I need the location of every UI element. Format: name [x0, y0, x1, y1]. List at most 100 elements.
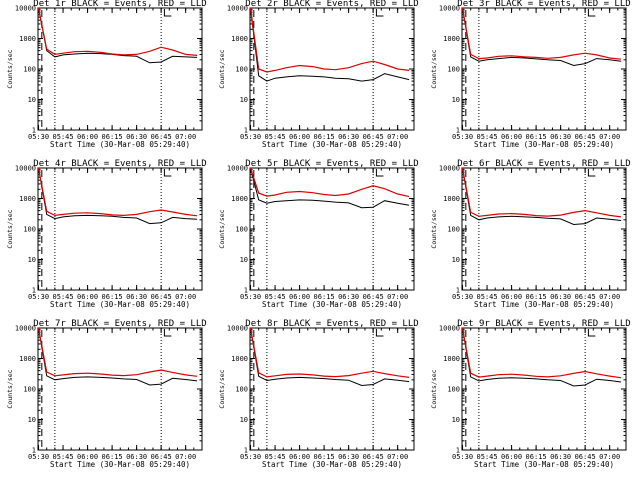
chart-panel-4: Det 4r BLACK = Events, RED = LLD 1 10 100 10… [6, 159, 207, 309]
x-tick-label: 06:15 [526, 453, 547, 461]
y-tick-label: 1000 [19, 195, 36, 203]
y-tick-label: 1 [244, 287, 248, 295]
y-tick-label: 100 [235, 386, 248, 394]
x-tick-label: 05:30 [240, 133, 261, 141]
x-tick-label: 06:45 [151, 133, 172, 141]
x-tick-label: 06:45 [575, 133, 596, 141]
chart-panel-7: Det 7r BLACK = Events, RED = LLD 1 10 100 10… [6, 319, 207, 469]
x-tick-label: 06:45 [363, 453, 384, 461]
x-tick-label: 06:30 [338, 453, 359, 461]
chart-panel-9: Det 9r BLACK = Events, RED = LLD 1 10 100 10… [430, 319, 631, 469]
chart-title: Det 8r BLACK = Events, RED = LLD [245, 319, 418, 329]
y-tick-label: 1000 [443, 195, 460, 203]
x-tick-label: 05:45 [53, 133, 74, 141]
events-series-line [38, 167, 198, 225]
saa-bracket-mark [163, 329, 172, 337]
x-tick-label: 06:45 [363, 293, 384, 301]
x-tick-label: 05:30 [452, 133, 473, 141]
chart-panel-1: Det 1r BLACK = Events, RED = LLD 1 10 100 10… [6, 0, 207, 149]
y-tick-label: 1000 [443, 35, 460, 43]
x-tick-label: 06:30 [126, 133, 147, 141]
y-tick-label: 1 [244, 447, 248, 455]
y-tick-label: 10 [452, 256, 460, 264]
y-tick-label: 10000 [227, 5, 248, 13]
x-tick-label: 06:00 [77, 453, 98, 461]
y-tick-label: 100 [23, 226, 36, 234]
x-tick-label: 05:30 [452, 453, 473, 461]
chart-title: Det 2r BLACK = Events, RED = LLD [245, 0, 418, 9]
x-tick-label: 05:45 [265, 293, 286, 301]
x-tick-label: 07:00 [175, 293, 196, 301]
plot-frame [461, 7, 627, 131]
y-tick-label: 1000 [231, 195, 248, 203]
x-tick-label: 06:15 [314, 293, 335, 301]
x-tick-label: 06:30 [126, 453, 147, 461]
y-tick-label: 10 [28, 256, 36, 264]
x-tick-label: 05:45 [265, 453, 286, 461]
x-tick-label: 06:45 [575, 293, 596, 301]
x-tick-label: 07:00 [175, 133, 196, 141]
y-tick-label: 10 [452, 96, 460, 104]
lld-series-line [37, 327, 198, 377]
events-series-line [462, 7, 622, 67]
y-axis-label: Counts/sec [6, 369, 14, 408]
x-tick-label: 05:30 [452, 293, 473, 301]
y-tick-label: 10 [240, 256, 248, 264]
x-tick-label: 05:45 [477, 293, 498, 301]
x-tick-label: 06:45 [151, 453, 172, 461]
y-tick-label: 10000 [227, 165, 248, 173]
saa-bracket-mark [375, 9, 384, 17]
chart-panel-8: Det 8r BLACK = Events, RED = LLD 1 10 100 10… [218, 319, 419, 469]
x-tick-label: 05:45 [53, 453, 74, 461]
y-tick-label: 1 [456, 127, 460, 135]
x-tick-label: 07:00 [387, 293, 408, 301]
chart-panel-6: Det 6r BLACK = Events, RED = LLD 1 10 100 10… [430, 159, 631, 309]
y-tick-label: 1000 [231, 35, 248, 43]
saa-bracket-mark [375, 329, 384, 337]
plot-frame [37, 7, 203, 131]
y-tick-label: 10000 [15, 165, 36, 173]
y-tick-label: 10000 [227, 325, 248, 333]
x-axis-label: Start Time (30-Mar-08 05:29:40) [50, 140, 190, 149]
x-tick-label: 05:30 [28, 453, 49, 461]
x-tick-label: 06:30 [550, 453, 571, 461]
y-tick-label: 1 [32, 127, 36, 135]
y-tick-label: 1000 [443, 355, 460, 363]
chart-panel-3: Det 3r BLACK = Events, RED = LLD 1 10 100 10… [430, 0, 631, 149]
y-tick-label: 1 [32, 287, 36, 295]
y-axis-label: Counts/sec [430, 369, 438, 408]
lld-series-line [461, 7, 622, 60]
x-tick-label: 06:15 [102, 453, 123, 461]
lld-series-line [37, 167, 198, 217]
y-tick-label: 10 [240, 96, 248, 104]
y-tick-label: 1000 [19, 355, 36, 363]
chart-panel-2: Det 2r BLACK = Events, RED = LLD 1 10 100 10… [218, 0, 419, 149]
y-tick-label: 10 [28, 96, 36, 104]
x-tick-label: 07:00 [599, 133, 620, 141]
plot-frame [37, 327, 203, 451]
x-tick-label: 05:45 [477, 133, 498, 141]
events-series-line [250, 167, 410, 209]
plot-frame [249, 167, 415, 291]
x-axis-label: Start Time (30-Mar-08 05:29:40) [262, 460, 402, 469]
x-tick-label: 05:45 [53, 293, 74, 301]
x-axis-label: Start Time (30-Mar-08 05:29:40) [474, 300, 614, 309]
chart-panel-5: Det 5r BLACK = Events, RED = LLD 1 10 100 10… [218, 159, 419, 309]
x-tick-label: 06:15 [526, 293, 547, 301]
saa-bracket-mark [163, 9, 172, 17]
chart-title: Det 5r BLACK = Events, RED = LLD [245, 159, 418, 169]
x-axis-label: Start Time (30-Mar-08 05:29:40) [474, 140, 614, 149]
x-tick-label: 06:00 [289, 293, 310, 301]
chart-title: Det 3r BLACK = Events, RED = LLD [457, 0, 630, 9]
y-tick-label: 1 [244, 127, 248, 135]
y-tick-label: 100 [23, 386, 36, 394]
x-tick-label: 06:15 [314, 133, 335, 141]
y-tick-label: 100 [235, 226, 248, 234]
lld-series-line [249, 7, 410, 73]
y-axis-label: Counts/sec [6, 49, 14, 88]
x-tick-label: 06:00 [501, 453, 522, 461]
plot-frame [461, 167, 627, 291]
y-tick-label: 100 [447, 226, 460, 234]
lld-series-line [461, 167, 622, 218]
